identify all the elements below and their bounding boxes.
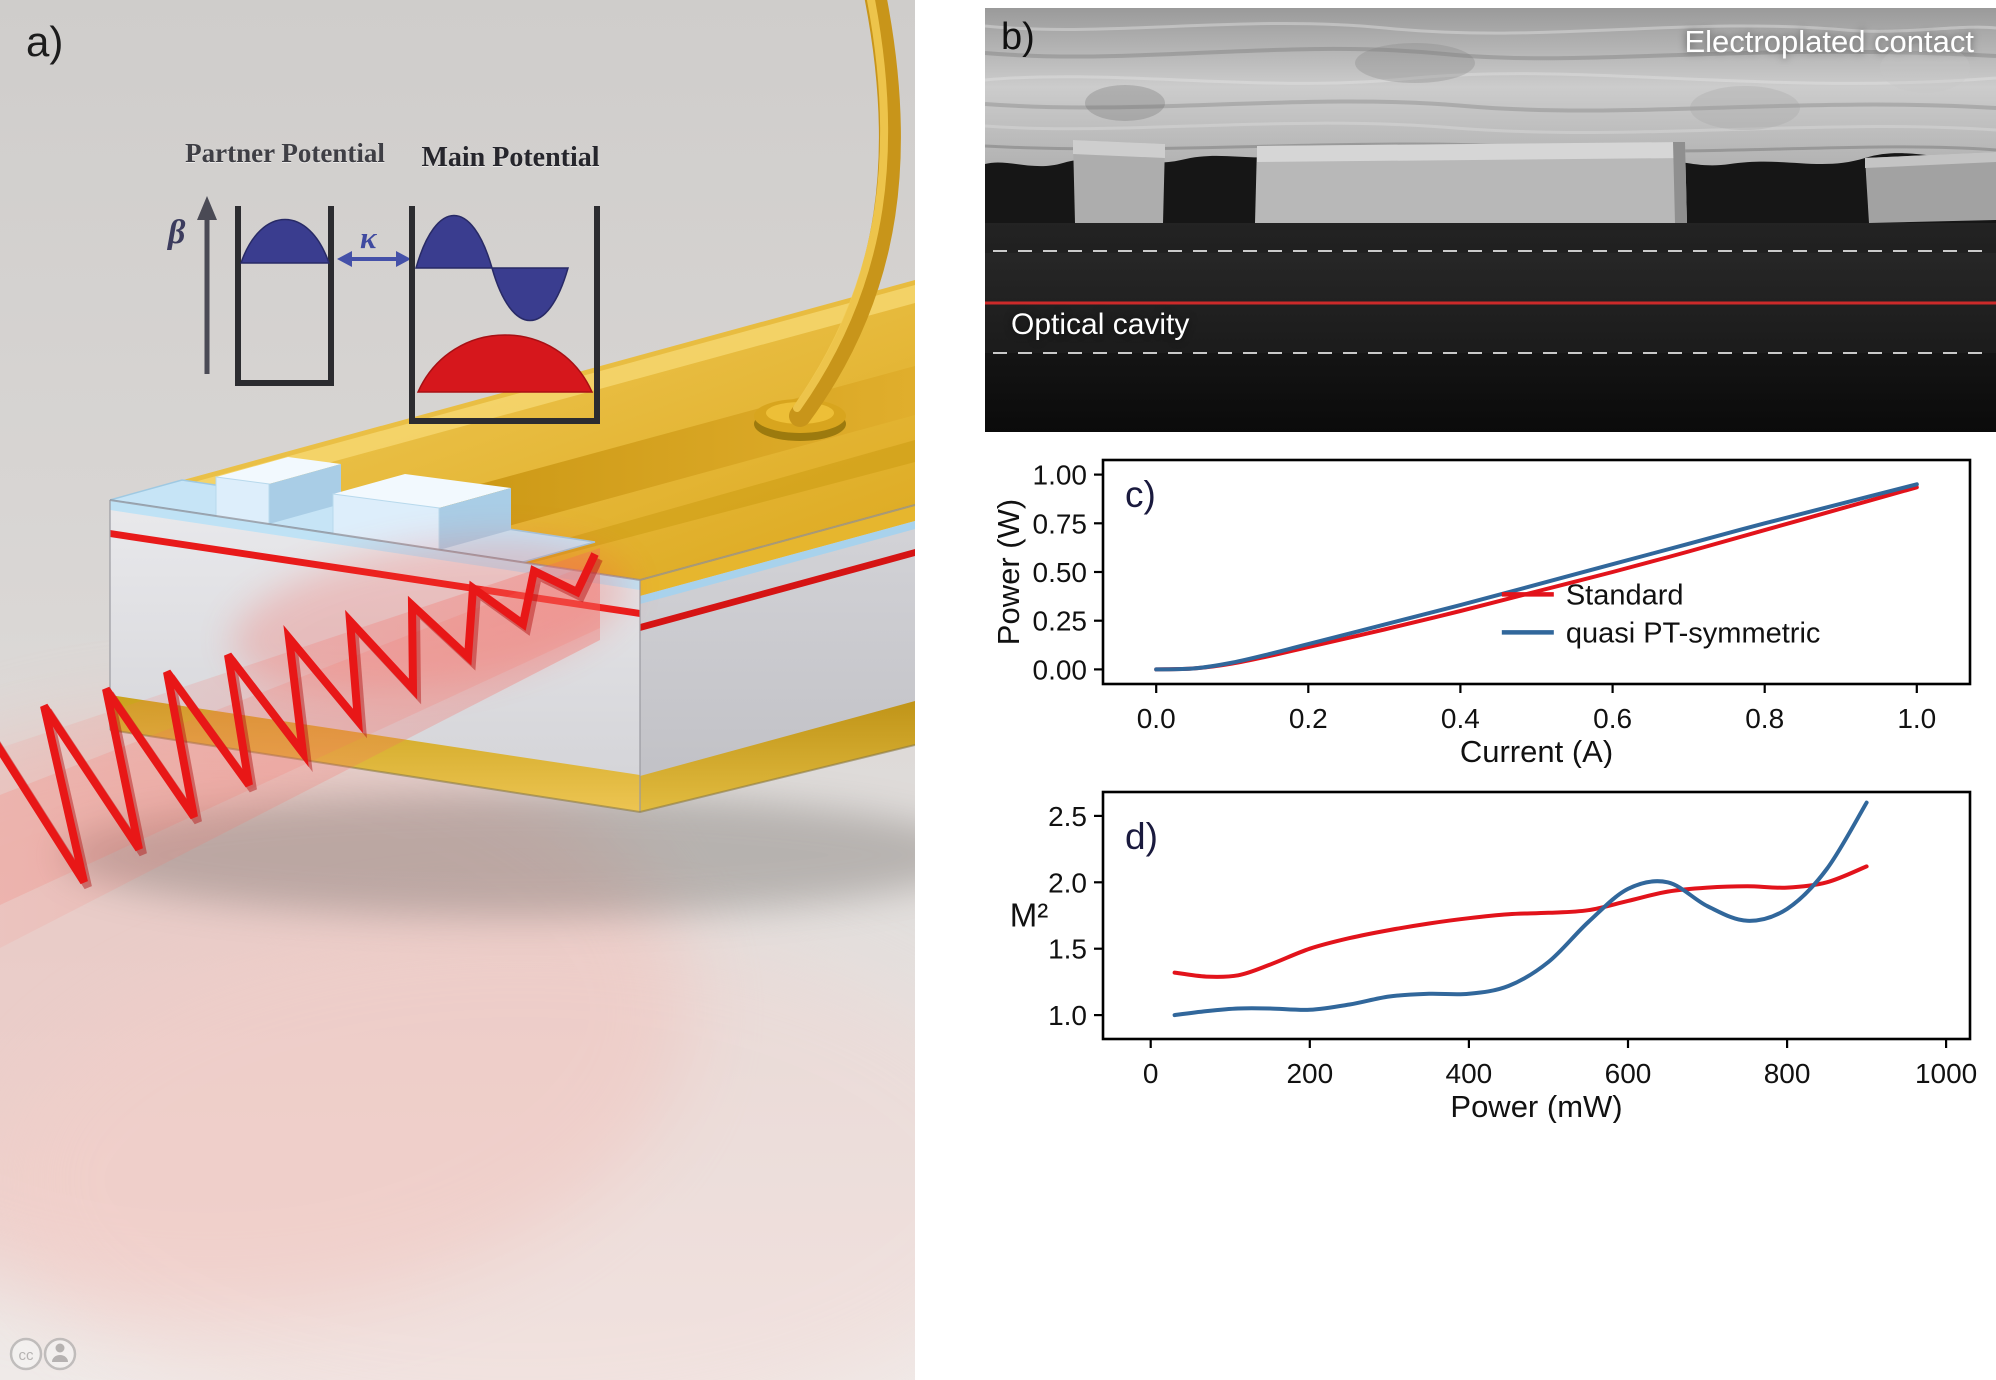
svg-text:cc: cc (19, 1347, 35, 1364)
y-tick-label: 1.0 (1048, 1000, 1087, 1031)
series-line (1172, 864, 1869, 979)
y-tick-label: 0.75 (1033, 508, 1088, 539)
cc-license-badge: cc (9, 1337, 77, 1371)
x-tick-label: 200 (1286, 1058, 1333, 1089)
panel-a-label: a) (26, 18, 64, 65)
optical-cavity-label: Optical cavity (1011, 308, 1190, 341)
x-tick-label: 1.0 (1897, 703, 1936, 734)
main-potential-label: Main Potential (421, 142, 600, 173)
electroplated-layer (985, 8, 1996, 167)
electroplated-contact-label: Electroplated contact (1684, 24, 1974, 59)
x-tick-label: 800 (1764, 1058, 1811, 1089)
panel-b-label: b) (1001, 16, 1035, 58)
y-tick-label: 1.5 (1048, 934, 1087, 965)
x-tick-label: 0.0 (1137, 703, 1176, 734)
x-tick-label: 0 (1143, 1058, 1159, 1089)
panel-c-label: c) (1125, 474, 1156, 515)
legend-label: Standard (1566, 579, 1684, 611)
series-line (1154, 482, 1919, 672)
x-tick-label: 400 (1446, 1058, 1493, 1089)
y-axis-label: Power (W) (991, 499, 1026, 645)
x-tick-label: 0.2 (1289, 703, 1328, 734)
x-axis-label: Current (A) (1460, 734, 1613, 768)
y-tick-label: 2.0 (1048, 867, 1087, 898)
main-mode-blue (415, 214, 569, 322)
kappa-coupling-label: κ (360, 220, 377, 255)
ridge-small (1073, 140, 1165, 223)
y-tick-label: 2.5 (1048, 801, 1087, 832)
y-axis-label: M² (1010, 897, 1048, 934)
x-tick-label: 0.4 (1441, 703, 1480, 734)
series-line (1172, 800, 1869, 1018)
chip-shadow (60, 793, 915, 917)
partner-potential-label: Partner Potential (185, 138, 385, 168)
device-3d-illustration: cc (0, 0, 915, 1380)
panel-b-sem-image: b) Electroplated contact Optical cavity (985, 8, 1996, 432)
sem-illustration (985, 8, 1996, 432)
partner-well (235, 206, 334, 386)
y-tick-label: 0.00 (1033, 654, 1088, 685)
plot-frame (1101, 790, 1972, 1041)
ridge-right-step (1865, 152, 1996, 223)
main-well (409, 206, 600, 424)
y-tick-label: 0.25 (1033, 606, 1088, 637)
light-wave-zigzag (0, 552, 603, 890)
x-tick-label: 600 (1605, 1058, 1652, 1089)
partner-mode-blue (239, 218, 331, 264)
chip-side-face (640, 505, 915, 812)
x-tick-label: 0.8 (1745, 703, 1784, 734)
y-tick-label: 0.50 (1033, 557, 1088, 588)
m2-chart: 0 200 400 600 800 1000 1.0 1.5 2.0 2.5 Power (mW) M… (1010, 790, 1977, 1123)
x-tick-label: 1000 (1915, 1058, 1977, 1089)
ridge-large (1255, 142, 1687, 223)
panel-d-m2-chart: 0 200 400 600 800 1000 1.0 1.5 2.0 2.5 Power (mW) M… (985, 778, 1996, 1123)
x-tick-label: 0.6 (1593, 703, 1632, 734)
beta-axis-label: β (168, 214, 186, 251)
li-chart: 0.0 0.2 0.4 0.6 0.8 1.0 0.00 0.25 0.50 0.75 1.00 Cu… (991, 458, 1972, 768)
panel-d-label: d) (1125, 816, 1158, 857)
panel-c-li-chart: 0.0 0.2 0.4 0.6 0.8 1.0 0.00 0.25 0.50 0.75 1.00 Cu… (985, 446, 1996, 768)
panel-a-device-render: cc a) Partner Potential Main Potential β… (0, 0, 915, 1380)
plot-frame (1101, 458, 1972, 686)
potential-diagram (197, 196, 600, 424)
x-axis-label: Power (mW) (1450, 1089, 1622, 1123)
bond-wire (754, 0, 902, 441)
legend-label: quasi PT-symmetric (1566, 617, 1821, 649)
y-tick-label: 1.00 (1033, 460, 1088, 491)
main-mode-red (416, 334, 594, 393)
floor-glow-2 (0, 920, 915, 1380)
